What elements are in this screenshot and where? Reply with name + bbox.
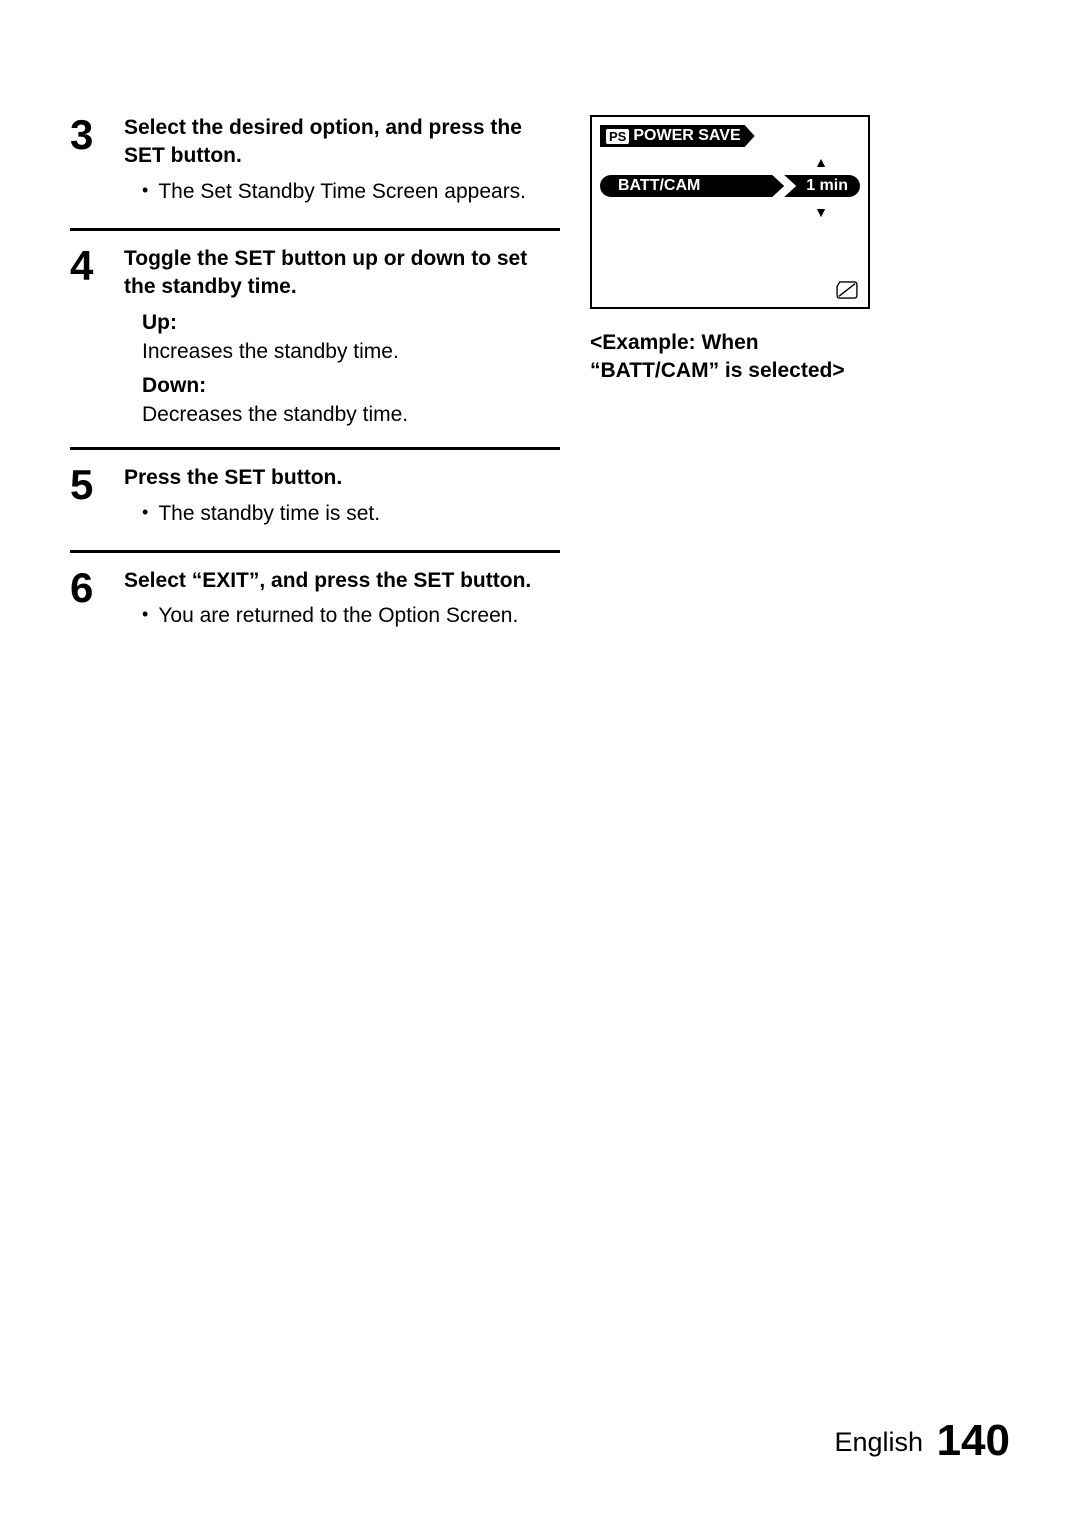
footer-page-number: 140: [937, 1416, 1010, 1465]
step-title: Select the desired option, and press the…: [124, 114, 560, 171]
instruction-step: 3Select the desired option, and press th…: [70, 100, 560, 228]
step-bullet: The standby time is set.: [142, 499, 560, 528]
step-title: Select “EXIT”, and press the SET button.: [124, 567, 560, 595]
columns: 3Select the desired option, and press th…: [70, 100, 1010, 653]
lcd-screen: PS POWER SAVE ▲ BATT/CAM 1 min ▼: [590, 115, 870, 309]
screen-caption: <Example: When “BATT/CAM” is selected>: [590, 329, 880, 386]
selected-option-label: BATT/CAM: [618, 177, 768, 195]
selected-option-value: 1 min: [804, 177, 848, 195]
step-subtext: Decreases the standby time.: [142, 400, 560, 429]
step-body: Select the desired option, and press the…: [124, 114, 560, 210]
arrow-up-icon: ▲: [814, 155, 828, 169]
manual-page: 3Select the desired option, and press th…: [0, 0, 1080, 1526]
step-number: 6: [70, 567, 124, 609]
screen-title-bar: PS POWER SAVE: [600, 125, 755, 147]
play-divider-icon: [772, 175, 800, 197]
step-body: Toggle the SET button up or down to set …: [124, 245, 560, 429]
step-bullet: The Set Standby Time Screen appears.: [142, 177, 560, 206]
step-number: 4: [70, 245, 124, 287]
step-body: Press the SET button. The standby time is…: [124, 464, 560, 532]
sd-card-icon: [836, 281, 858, 299]
step-number: 3: [70, 114, 124, 156]
step-sublabel: Down:: [142, 371, 560, 400]
instruction-step: 5Press the SET button. The standby time i…: [70, 447, 560, 550]
step-title: Toggle the SET button up or down to set …: [124, 245, 560, 302]
step-bullet: You are returned to the Option Screen.: [142, 601, 560, 630]
step-sublabel: Up:: [142, 308, 560, 337]
footer-language: English: [835, 1427, 924, 1457]
selection-row: ▲ BATT/CAM 1 min ▼: [600, 157, 860, 217]
page-footer: English 140: [835, 1416, 1011, 1466]
screen-title: POWER SAVE: [633, 127, 740, 145]
instruction-step: 4Toggle the SET button up or down to set…: [70, 228, 560, 447]
arrow-down-icon: ▼: [814, 205, 828, 219]
ps-tag: PS: [606, 129, 629, 144]
step-body: Select “EXIT”, and press the SET button.…: [124, 567, 560, 635]
step-subtext: Increases the standby time.: [142, 337, 560, 366]
steps-column: 3Select the desired option, and press th…: [70, 100, 560, 653]
step-title: Press the SET button.: [124, 464, 560, 492]
instruction-step: 6Select “EXIT”, and press the SET button…: [70, 550, 560, 653]
step-number: 5: [70, 464, 124, 506]
illustration-column: PS POWER SAVE ▲ BATT/CAM 1 min ▼: [590, 100, 880, 653]
